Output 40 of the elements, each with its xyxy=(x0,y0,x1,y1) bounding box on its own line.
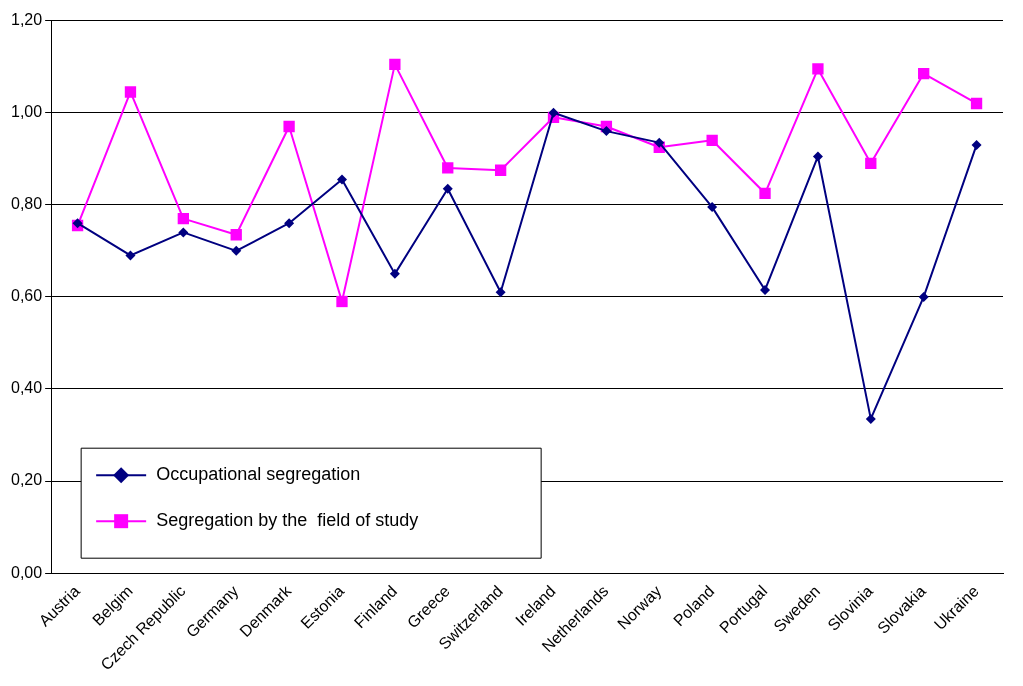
point xyxy=(177,212,189,225)
point xyxy=(230,229,242,241)
point xyxy=(178,227,189,238)
point xyxy=(494,164,507,176)
y-tick-label: 0,00 xyxy=(11,563,43,581)
y-tick-label: 0,20 xyxy=(11,471,43,489)
point xyxy=(548,107,559,118)
y-tick-label: 0,80 xyxy=(11,195,43,213)
point xyxy=(707,202,718,213)
point xyxy=(601,126,612,137)
point xyxy=(865,413,876,424)
point xyxy=(442,183,453,194)
point xyxy=(495,287,506,298)
point xyxy=(706,134,718,146)
legend-label: Segregation by the field of study xyxy=(156,510,419,531)
point xyxy=(389,58,401,70)
point xyxy=(389,268,400,279)
point xyxy=(759,187,771,199)
point xyxy=(918,67,930,80)
y-tick-label: 1,20 xyxy=(11,11,43,29)
point xyxy=(918,291,929,302)
point xyxy=(812,151,823,162)
y-tick-label: 0,60 xyxy=(11,287,43,305)
point xyxy=(231,245,242,256)
point xyxy=(812,63,824,75)
point xyxy=(970,97,983,110)
point xyxy=(336,295,348,308)
y-tick-label: 1,00 xyxy=(11,103,43,121)
point xyxy=(760,284,771,295)
point xyxy=(336,174,347,185)
point xyxy=(124,86,137,98)
point xyxy=(125,250,136,261)
point xyxy=(283,120,295,133)
point xyxy=(865,157,877,170)
legend-label: Occupational segregation xyxy=(156,464,361,485)
y-tick-label: 0,40 xyxy=(11,379,43,397)
point xyxy=(442,162,454,174)
point xyxy=(654,137,665,148)
point xyxy=(284,218,295,229)
point xyxy=(971,139,982,150)
